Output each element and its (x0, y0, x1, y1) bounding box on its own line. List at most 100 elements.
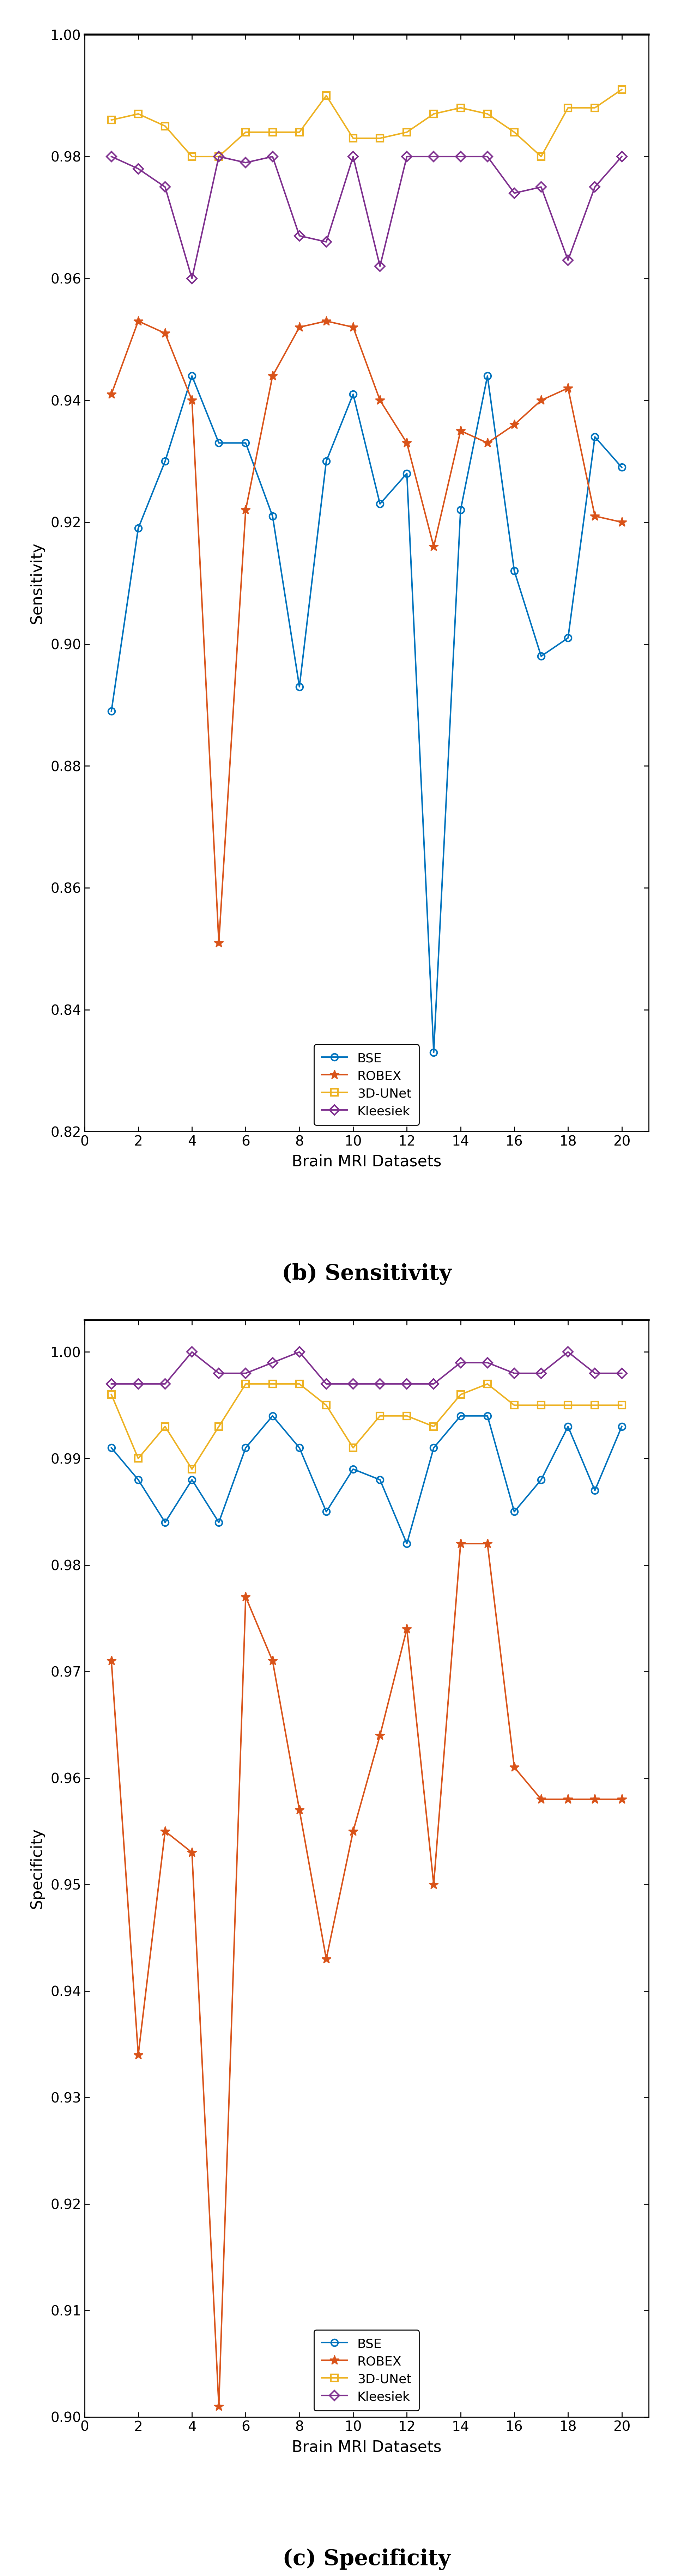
BSE (268, 500, 277, 531)
ROBEX (241, 1582, 250, 1613)
X-axis label: Brain MRI Datasets: Brain MRI Datasets (292, 2439, 441, 2455)
Line: ROBEX: ROBEX (106, 317, 626, 948)
BSE (403, 1528, 411, 1558)
ROBEX (241, 495, 250, 526)
3D-UNet (511, 1391, 519, 1422)
Kleesiek (349, 1368, 357, 1399)
3D-UNet (537, 142, 545, 173)
Kleesiek (241, 1358, 250, 1388)
BSE (241, 428, 250, 459)
3D-UNet (591, 1391, 599, 1422)
BSE (322, 1497, 330, 1528)
BSE (456, 495, 464, 526)
BSE (430, 1038, 438, 1069)
ROBEX (456, 1528, 464, 1558)
3D-UNet (349, 1432, 357, 1463)
Kleesiek (591, 1358, 599, 1388)
Kleesiek (296, 222, 304, 252)
Line: 3D-UNet: 3D-UNet (108, 85, 625, 160)
3D-UNet (564, 1391, 572, 1422)
Kleesiek (456, 1347, 464, 1378)
3D-UNet (161, 111, 170, 142)
BSE (215, 428, 223, 459)
Kleesiek (403, 1368, 411, 1399)
BSE (618, 451, 626, 482)
Legend: BSE, ROBEX, 3D-UNet, Kleesiek: BSE, ROBEX, 3D-UNet, Kleesiek (314, 2329, 419, 2411)
BSE (134, 1463, 142, 1494)
BSE (483, 361, 492, 392)
ROBEX (107, 379, 115, 410)
3D-UNet (564, 93, 572, 124)
3D-UNet (134, 1443, 142, 1473)
ROBEX (430, 1870, 438, 1901)
Kleesiek (296, 1337, 304, 1368)
ROBEX (322, 307, 330, 337)
BSE (161, 1507, 170, 1538)
ROBEX (349, 312, 357, 343)
ROBEX (161, 317, 170, 348)
ROBEX (430, 531, 438, 562)
ROBEX (483, 428, 492, 459)
BSE (564, 623, 572, 654)
3D-UNet (456, 1378, 464, 1409)
3D-UNet (483, 1368, 492, 1399)
BSE (483, 1401, 492, 1432)
3D-UNet (107, 106, 115, 137)
Kleesiek (537, 1358, 545, 1388)
ROBEX (268, 1646, 277, 1677)
BSE (349, 379, 357, 410)
ROBEX (134, 2040, 142, 2071)
ROBEX (403, 428, 411, 459)
Kleesiek (430, 1368, 438, 1399)
ROBEX (591, 1783, 599, 1814)
3D-UNet (591, 93, 599, 124)
Line: 3D-UNet: 3D-UNet (108, 1381, 625, 1473)
3D-UNet (322, 1391, 330, 1422)
ROBEX (215, 2391, 223, 2421)
3D-UNet (296, 116, 304, 147)
ROBEX (564, 1783, 572, 1814)
Y-axis label: Sensitivity: Sensitivity (29, 541, 45, 623)
BSE (430, 1432, 438, 1463)
3D-UNet (403, 1401, 411, 1432)
ROBEX (483, 1528, 492, 1558)
Line: ROBEX: ROBEX (106, 1538, 626, 2411)
BSE (296, 672, 304, 703)
3D-UNet (618, 75, 626, 106)
ROBEX (268, 361, 277, 392)
ROBEX (376, 1721, 384, 1752)
ROBEX (376, 384, 384, 415)
Kleesiek (134, 1368, 142, 1399)
ROBEX (591, 500, 599, 531)
3D-UNet (322, 80, 330, 111)
Kleesiek (591, 173, 599, 204)
ROBEX (296, 312, 304, 343)
Kleesiek (618, 1358, 626, 1388)
Kleesiek (564, 1337, 572, 1368)
Kleesiek (483, 142, 492, 173)
BSE (456, 1401, 464, 1432)
Kleesiek (161, 1368, 170, 1399)
Kleesiek (188, 263, 196, 294)
BSE (188, 1463, 196, 1494)
BSE (591, 1476, 599, 1507)
ROBEX (564, 374, 572, 404)
Line: BSE: BSE (108, 374, 625, 1056)
ROBEX (215, 927, 223, 958)
ROBEX (537, 1783, 545, 1814)
Y-axis label: Specificity: Specificity (29, 1829, 45, 1909)
3D-UNet (430, 98, 438, 129)
BSE (591, 422, 599, 453)
ROBEX (537, 384, 545, 415)
3D-UNet (215, 142, 223, 173)
BSE (618, 1412, 626, 1443)
Line: Kleesiek: Kleesiek (108, 1350, 625, 1388)
BSE (376, 489, 384, 520)
3D-UNet (430, 1412, 438, 1443)
Text: (b) Sensitivity: (b) Sensitivity (281, 1262, 452, 1285)
ROBEX (456, 415, 464, 446)
Line: Kleesiek: Kleesiek (108, 152, 625, 281)
Kleesiek (268, 1347, 277, 1378)
BSE (537, 641, 545, 672)
Line: BSE: BSE (108, 1412, 625, 1548)
